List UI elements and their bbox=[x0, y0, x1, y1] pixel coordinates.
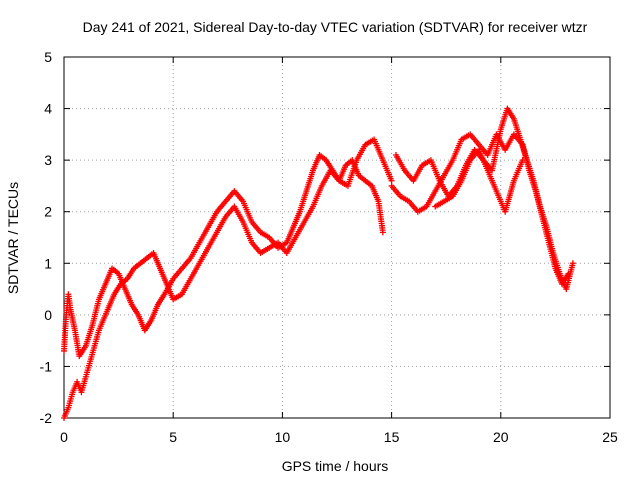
y-tick-label: 0 bbox=[44, 307, 52, 323]
y-tick-label: 3 bbox=[44, 152, 52, 168]
y-axis: -2 -1 0 1 2 3 4 5 bbox=[40, 49, 610, 426]
x-tick-label: 20 bbox=[493, 429, 509, 445]
y-tick-label: 1 bbox=[44, 255, 52, 271]
x-tick-label: 25 bbox=[602, 429, 618, 445]
data-point bbox=[569, 260, 576, 267]
x-axis-label: GPS time / hours bbox=[282, 458, 389, 474]
y-tick-label: -2 bbox=[40, 410, 53, 426]
data-point bbox=[388, 177, 395, 184]
series-trace-b bbox=[61, 136, 395, 421]
series-trace-a bbox=[61, 151, 386, 360]
y-tick-label: 5 bbox=[44, 49, 52, 65]
chart-title: Day 241 of 2021, Sidereal Day-to-day VTE… bbox=[83, 19, 588, 35]
x-axis: 0 5 10 15 20 25 bbox=[60, 57, 618, 445]
series-trace-c bbox=[392, 105, 576, 293]
y-tick-label: 4 bbox=[44, 101, 52, 117]
series-trace-d bbox=[388, 131, 572, 287]
data-point bbox=[565, 270, 572, 277]
plot-frame bbox=[63, 56, 611, 419]
series-trace-e bbox=[432, 146, 526, 215]
x-tick-label: 0 bbox=[60, 429, 68, 445]
x-tick-label: 15 bbox=[384, 429, 400, 445]
x-tick-label: 10 bbox=[275, 429, 291, 445]
data-point bbox=[519, 157, 526, 164]
y-tick-label: 2 bbox=[44, 204, 52, 220]
data-point bbox=[379, 229, 386, 236]
grid bbox=[64, 57, 610, 418]
y-tick-label: -1 bbox=[40, 358, 53, 374]
x-tick-label: 5 bbox=[169, 429, 177, 445]
y-axis-label: SDTVAR / TECUs bbox=[5, 182, 21, 294]
data-series bbox=[61, 105, 576, 421]
